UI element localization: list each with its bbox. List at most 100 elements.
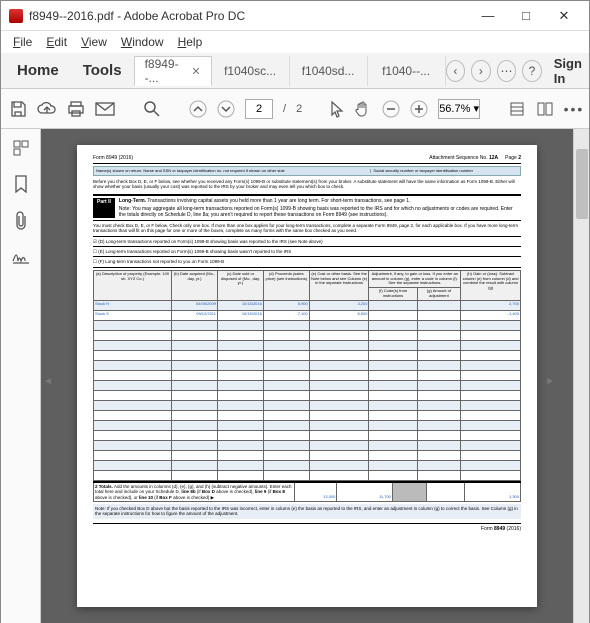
cell-h[interactable] <box>461 470 521 480</box>
cell-a[interactable]: Stock S <box>94 310 172 320</box>
cell-h[interactable] <box>461 350 521 360</box>
cell-b[interactable] <box>172 340 218 350</box>
cell-c[interactable] <box>217 400 263 410</box>
cell-f[interactable] <box>369 330 417 340</box>
cell-c[interactable]: 10/15/2016 <box>217 300 263 310</box>
cell-b[interactable] <box>172 470 218 480</box>
vertical-scrollbar[interactable] <box>573 129 589 623</box>
cell-d[interactable]: 7,100 <box>263 310 309 320</box>
cell-f[interactable] <box>369 390 417 400</box>
cell-e[interactable]: 8,500 <box>309 310 369 320</box>
cell-e[interactable] <box>309 360 369 370</box>
cell-h[interactable] <box>461 380 521 390</box>
page-up-icon[interactable] <box>189 99 207 119</box>
cell-h[interactable] <box>461 400 521 410</box>
hand-tool-icon[interactable] <box>354 99 372 119</box>
cell-b[interactable] <box>172 400 218 410</box>
cell-d[interactable] <box>263 430 309 440</box>
email-icon[interactable] <box>95 99 115 119</box>
cell-d[interactable] <box>263 350 309 360</box>
cell-h[interactable] <box>461 420 521 430</box>
cell-a[interactable] <box>94 400 172 410</box>
cell-e[interactable] <box>309 470 369 480</box>
cell-b[interactable] <box>172 450 218 460</box>
cell-f[interactable] <box>369 420 417 430</box>
cell-c[interactable] <box>217 420 263 430</box>
cell-h[interactable] <box>461 450 521 460</box>
cell-h[interactable]: -1,400 <box>461 310 521 320</box>
cell-h[interactable]: 2,700 <box>461 300 521 310</box>
cell-g[interactable] <box>417 470 461 480</box>
zoom-out-icon[interactable] <box>382 99 400 119</box>
save-icon[interactable] <box>9 99 27 119</box>
cell-d[interactable] <box>263 340 309 350</box>
tab-doc-f1040sc[interactable]: f1040sc... <box>212 56 290 86</box>
cell-b[interactable]: 09/12/2011 <box>172 310 218 320</box>
cell-g[interactable] <box>417 320 461 330</box>
cell-d[interactable] <box>263 450 309 460</box>
cell-e[interactable] <box>309 380 369 390</box>
more-tools-icon[interactable]: ••• <box>564 99 584 119</box>
cell-d[interactable] <box>263 420 309 430</box>
cell-d[interactable] <box>263 400 309 410</box>
cell-b[interactable] <box>172 380 218 390</box>
cell-a[interactable] <box>94 360 172 370</box>
cell-c[interactable] <box>217 360 263 370</box>
cell-c[interactable] <box>217 390 263 400</box>
cell-c[interactable] <box>217 440 263 450</box>
tab-tools[interactable]: Tools <box>71 62 134 79</box>
cell-c[interactable] <box>217 380 263 390</box>
cell-f[interactable] <box>369 380 417 390</box>
cell-h[interactable] <box>461 320 521 330</box>
cell-h[interactable] <box>461 370 521 380</box>
cell-f[interactable] <box>369 440 417 450</box>
cell-c[interactable] <box>217 350 263 360</box>
cell-b[interactable] <box>172 320 218 330</box>
notifications-button[interactable]: ⋯ <box>497 60 517 82</box>
cell-b[interactable] <box>172 440 218 450</box>
tab-prev-button[interactable]: ‹ <box>446 60 466 82</box>
cell-e[interactable] <box>309 450 369 460</box>
cell-b[interactable] <box>172 370 218 380</box>
cell-g[interactable] <box>417 330 461 340</box>
cell-g[interactable] <box>417 460 461 470</box>
scrollbar-thumb[interactable] <box>576 149 588 219</box>
cell-a[interactable] <box>94 440 172 450</box>
print-icon[interactable] <box>67 99 85 119</box>
maximize-button[interactable]: □ <box>509 5 543 27</box>
cell-a[interactable] <box>94 420 172 430</box>
cell-b[interactable] <box>172 350 218 360</box>
close-button[interactable]: ✕ <box>547 5 581 27</box>
cell-a[interactable] <box>94 390 172 400</box>
cell-g[interactable] <box>417 450 461 460</box>
cell-h[interactable] <box>461 440 521 450</box>
cell-b[interactable] <box>172 410 218 420</box>
cell-a[interactable] <box>94 320 172 330</box>
cell-d[interactable] <box>263 440 309 450</box>
cell-f[interactable] <box>369 430 417 440</box>
cell-h[interactable] <box>461 460 521 470</box>
cell-f[interactable] <box>369 410 417 420</box>
cell-f[interactable] <box>369 460 417 470</box>
menu-help[interactable]: Help <box>172 33 209 51</box>
cell-c[interactable] <box>217 320 263 330</box>
tab-doc-f8949[interactable]: f8949--...✕ <box>134 56 212 86</box>
cell-g[interactable] <box>417 300 461 310</box>
cell-c[interactable] <box>217 330 263 340</box>
cell-e[interactable] <box>309 460 369 470</box>
cell-e[interactable] <box>309 320 369 330</box>
cell-a[interactable] <box>94 410 172 420</box>
cell-d[interactable] <box>263 410 309 420</box>
cell-e[interactable] <box>309 410 369 420</box>
cell-f[interactable] <box>369 340 417 350</box>
cell-g[interactable] <box>417 420 461 430</box>
cell-f[interactable] <box>369 400 417 410</box>
cell-a[interactable] <box>94 330 172 340</box>
cell-e[interactable] <box>309 400 369 410</box>
cell-a[interactable] <box>94 380 172 390</box>
select-tool-icon[interactable] <box>330 99 344 119</box>
attachment-icon[interactable] <box>14 211 28 231</box>
zoom-in-icon[interactable] <box>410 99 428 119</box>
document-viewport[interactable]: ◄ Form 8949 (2016) Attachment Sequence N… <box>41 129 573 623</box>
cell-h[interactable] <box>461 390 521 400</box>
